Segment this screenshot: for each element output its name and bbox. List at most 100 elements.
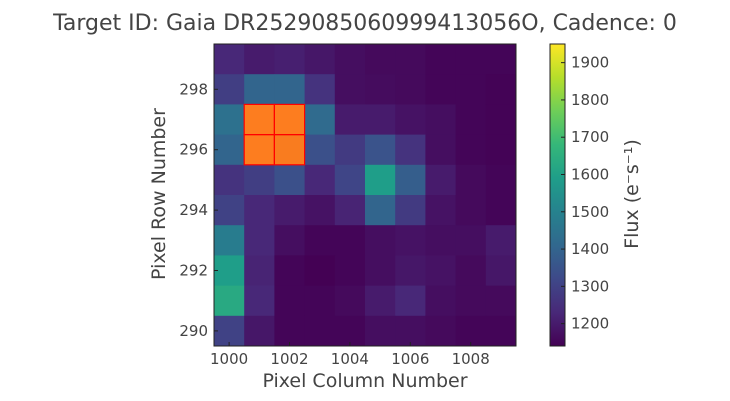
plot-frame [213, 43, 517, 347]
chart-title: Target ID: Gaia DR2529085060999413056O, … [52, 11, 677, 36]
heatmap-cell [395, 104, 426, 135]
y-tick-label: 298 [179, 80, 208, 98]
heatmap-cell [274, 164, 305, 196]
colorbar-tick-label: 1600 [571, 165, 609, 183]
heatmap-cell [365, 74, 396, 105]
x-tick-label: 1004 [331, 350, 369, 368]
heatmap-cell [365, 285, 396, 317]
colorbar-tick-label: 1900 [571, 54, 609, 72]
heatmap-cell [214, 74, 245, 105]
heatmap-cell [425, 104, 456, 135]
heatmap-cell [334, 44, 366, 75]
heatmap-cell [214, 195, 245, 226]
heatmap-cell [425, 74, 456, 105]
heatmap-cell [214, 285, 245, 317]
heatmap-cell [395, 315, 426, 347]
aperture-pixel [243, 103, 275, 136]
heatmap-cell [214, 225, 245, 256]
heatmap-cell [455, 255, 487, 286]
heatmap-cell [274, 315, 305, 347]
heatmap-cell [334, 74, 366, 105]
heatmap-cell [244, 315, 275, 347]
heatmap-cell [395, 74, 426, 105]
heatmap-cell [304, 134, 336, 166]
heatmap-cell [304, 285, 336, 317]
y-tick-label: 296 [179, 141, 208, 159]
heatmap-cell [274, 255, 305, 286]
heatmap-cell [455, 315, 487, 347]
heatmap-cell [244, 44, 275, 75]
heatmap-cell [425, 164, 456, 196]
y-axis-ticks: 290 292 294 296 298 [179, 80, 218, 340]
heatmap-cell [365, 104, 396, 135]
heatmap-cell [455, 195, 487, 226]
y-tick-label: 292 [179, 262, 208, 280]
heatmap-cells [214, 44, 517, 347]
heatmap-cell [425, 315, 456, 347]
heatmap-cell [334, 195, 366, 226]
heatmap-cell [334, 285, 366, 317]
heatmap-cell [365, 134, 396, 166]
heatmap-cell [425, 225, 456, 256]
heatmap-cell [304, 225, 336, 256]
colorbar-label: Flux (e⁻s⁻¹) [621, 139, 643, 249]
x-tick-label: 1006 [391, 350, 429, 368]
heatmap-cell [365, 255, 396, 286]
heatmap-cell [244, 74, 275, 105]
heatmap-cell [274, 195, 305, 226]
heatmap-cell [304, 164, 336, 196]
heatmap-cell [425, 134, 456, 166]
heatmap-cell [214, 315, 245, 347]
heatmap-cell [455, 134, 487, 166]
heatmap-cell [395, 164, 426, 196]
heatmap-cell [274, 225, 305, 256]
aperture-pixel [243, 134, 275, 166]
y-axis-label: Pixel Row Number [148, 108, 170, 280]
heatmap-cell [425, 285, 456, 317]
heatmap-cell [455, 104, 487, 135]
heatmap-cell [334, 164, 366, 196]
heatmap-cell [485, 74, 517, 105]
heatmap-cell [395, 134, 426, 166]
colorbar-tick-label: 1700 [571, 128, 609, 146]
heatmap-cell [485, 285, 517, 317]
heatmap-cell [425, 44, 456, 75]
heatmap-cell [304, 74, 336, 105]
colorbar-ticks: 1200 1300 1400 1500 1600 1700 1800 1900 [561, 54, 609, 333]
heatmap-cell [455, 225, 487, 256]
colorbar-tick-label: 1200 [571, 315, 609, 333]
heatmap-cell [214, 104, 245, 135]
heatmap-cell [395, 255, 426, 286]
heatmap-cell [214, 134, 245, 166]
heatmap-cell [304, 195, 336, 226]
heatmap-cell [214, 255, 245, 286]
heatmap-cell [485, 164, 517, 196]
heatmap-cell [365, 225, 396, 256]
heatmap-cell [395, 225, 426, 256]
colorbar-tick-label: 1500 [571, 203, 609, 221]
heatmap-cell [395, 285, 426, 317]
heatmap-cell [304, 44, 336, 75]
heatmap-cell [365, 315, 396, 347]
heatmap-cell [304, 255, 336, 286]
x-tick-label: 1002 [270, 350, 308, 368]
heatmap-cell [304, 104, 336, 135]
heatmap-cell [214, 44, 245, 75]
heatmap-cell [425, 195, 456, 226]
heatmap-cell [334, 104, 366, 135]
aperture-pixel [273, 134, 306, 166]
heatmap-cell [274, 285, 305, 317]
heatmap-cell [244, 195, 275, 226]
colorbar-tick-label: 1400 [571, 240, 609, 258]
y-tick-label: 290 [179, 322, 208, 340]
heatmap-cell [244, 255, 275, 286]
heatmap-cell [244, 164, 275, 196]
x-tick-label: 1008 [452, 350, 490, 368]
heatmap-cell [274, 74, 305, 105]
heatmap-cell [334, 225, 366, 256]
heatmap-cell [455, 44, 487, 75]
heatmap-cell [334, 255, 366, 286]
colorbar-tick-label: 1800 [571, 91, 609, 109]
heatmap-cell [485, 315, 517, 347]
heatmap-cell [455, 164, 487, 196]
